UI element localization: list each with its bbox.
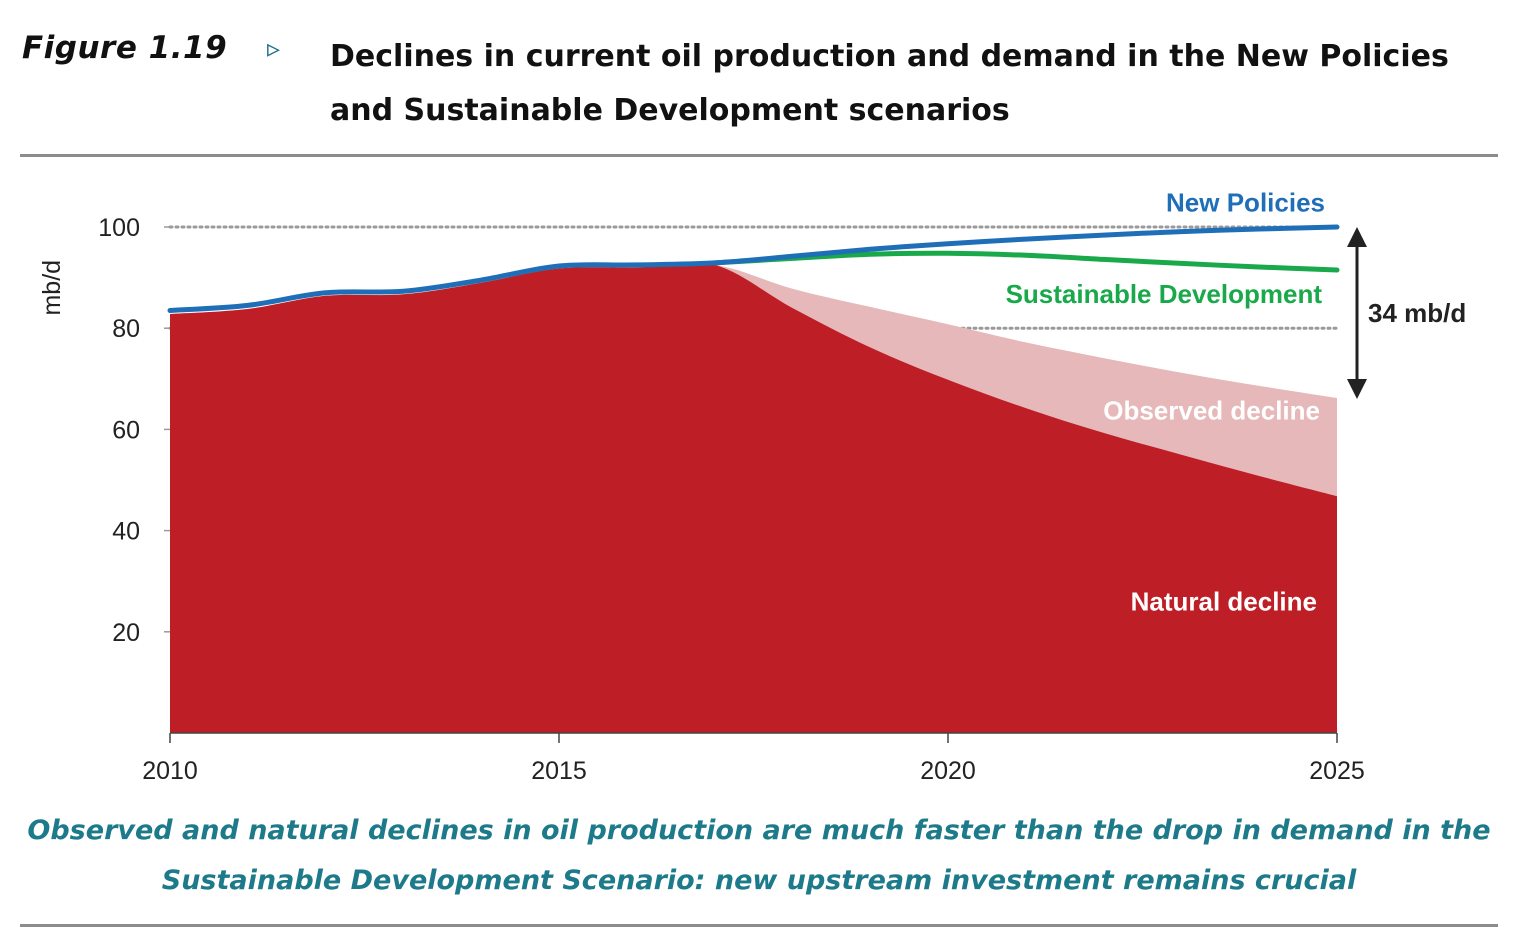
annotation-arrow-up-icon xyxy=(1347,227,1367,247)
x-tick-label-2020: 2020 xyxy=(920,757,976,785)
series-label-new-policies: New Policies xyxy=(1166,187,1325,217)
y-tick-label-100: 100 xyxy=(98,214,140,242)
chart: 2010 2015 2020 2025 20 40 60 80 100 mb/d New Polic… xyxy=(38,187,1466,785)
annotation-label: 34 mb/d xyxy=(1368,298,1466,328)
series-label-natural-decline: Natural decline xyxy=(1131,587,1317,617)
line-new-policies xyxy=(167,224,1340,313)
series-label-sustainable-development: Sustainable Development xyxy=(1006,279,1323,309)
y-tick-label-40: 40 xyxy=(112,518,140,546)
y-tick-label-60: 60 xyxy=(112,416,140,444)
figure-title: Declines in current oil production and d… xyxy=(330,39,1449,128)
figure-marker-icon: ▹ xyxy=(267,34,281,64)
x-tick-label-2025: 2025 xyxy=(1309,757,1365,785)
bottom-rule xyxy=(20,924,1498,927)
annotation-arrow-down-icon xyxy=(1347,379,1367,400)
figure-caption: Observed and natural declines in oil pro… xyxy=(27,815,1491,896)
figure-header: Figure 1.19 ▹ Declines in current oil pr… xyxy=(22,26,1512,128)
area-natural-decline xyxy=(170,262,1337,733)
top-rule xyxy=(20,154,1498,157)
x-tick-label-2015: 2015 xyxy=(531,757,587,785)
series-label-observed-decline: Observed decline xyxy=(1103,395,1320,425)
y-tick-label-80: 80 xyxy=(112,315,140,343)
figure-number: Figure 1.19 xyxy=(22,30,228,66)
y-axis-label: mb/d xyxy=(38,260,66,316)
y-tick-label-20: 20 xyxy=(112,619,140,647)
x-tick-label-2010: 2010 xyxy=(142,757,198,785)
line-sustainable-development xyxy=(712,250,1340,273)
